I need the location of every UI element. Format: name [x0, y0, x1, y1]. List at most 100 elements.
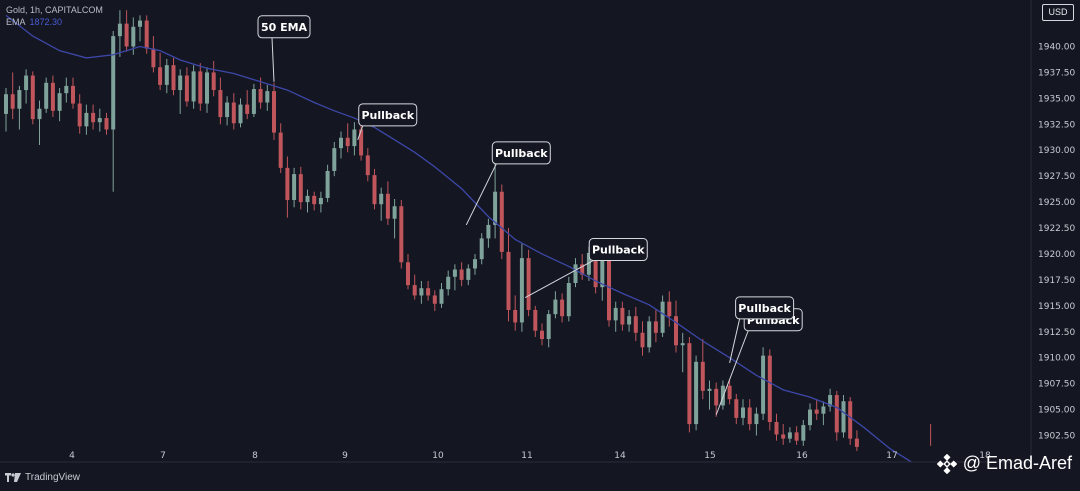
candle-body	[432, 295, 437, 304]
price-tick-label: 1937.50	[1038, 68, 1075, 78]
candle	[841, 395, 846, 438]
annotation-callout[interactable]: Pullback	[729, 296, 795, 363]
candle-body	[84, 112, 89, 127]
candle	[459, 262, 464, 287]
candle	[305, 189, 310, 213]
time-axis-panel[interactable]	[0, 462, 1080, 486]
time-tick-label: 11	[521, 451, 532, 461]
candle	[352, 122, 357, 156]
candle-body	[526, 258, 531, 310]
candle	[767, 349, 772, 431]
candle-body	[292, 174, 297, 201]
callout-box	[257, 15, 311, 39]
candle	[754, 407, 759, 436]
candle-body	[184, 75, 189, 102]
candle-body	[714, 388, 719, 406]
candle	[30, 71, 35, 125]
callout-box	[358, 103, 418, 127]
currency-badge[interactable]: USD	[1042, 4, 1074, 21]
candle	[184, 67, 189, 107]
candle-body	[593, 252, 598, 288]
candle	[412, 274, 417, 300]
annotation-callout[interactable]: Pullback	[357, 103, 418, 141]
candle-body	[71, 85, 75, 104]
candle	[124, 10, 129, 52]
candle	[171, 57, 176, 96]
callout-label: 50 EMA	[261, 21, 308, 34]
candle	[44, 77, 49, 113]
candle	[607, 249, 611, 327]
candle-body	[359, 129, 364, 156]
candle-body	[419, 288, 424, 296]
candle-body	[10, 94, 15, 109]
candle	[486, 218, 491, 248]
candle	[519, 243, 524, 332]
candle	[647, 316, 652, 353]
candle-body	[111, 36, 116, 130]
time-tick-label: 9	[342, 451, 348, 461]
candle-body	[734, 399, 739, 418]
candle-body	[446, 276, 451, 290]
candle	[741, 399, 745, 426]
candle	[573, 258, 578, 288]
candle-body	[131, 26, 136, 47]
price-tick-label: 1930.00	[1038, 146, 1075, 156]
candle	[191, 65, 196, 109]
candle	[117, 10, 122, 57]
annotation-layer: 50 EMAPullbackPullbackPullbackPullbackPu…	[257, 15, 803, 415]
candle-body	[272, 91, 276, 133]
candle	[700, 339, 705, 400]
credit-text: @ Emad-Aref	[962, 453, 1072, 473]
time-tick-label: 4	[69, 451, 75, 461]
candle	[406, 253, 410, 290]
candle	[660, 295, 665, 337]
ema-legend-row[interactable]: EMA 1872.30	[6, 16, 103, 28]
candle-body	[486, 224, 491, 239]
candle	[600, 253, 605, 301]
candle-body	[37, 108, 42, 120]
candle-body	[318, 197, 323, 205]
annotation-callout[interactable]: 50 EMA	[257, 15, 311, 82]
candle	[828, 388, 833, 412]
candle-body	[854, 438, 859, 447]
candle-body	[332, 148, 337, 171]
ema-line[interactable]	[5, 14, 918, 467]
candle-body	[506, 251, 511, 310]
chart-legend: Gold, 1h, CAPITALCOM EMA 1872.30	[6, 4, 103, 28]
candle-body	[352, 129, 357, 147]
candle-body	[365, 155, 370, 176]
tradingview-watermark[interactable]: TradingView	[5, 472, 80, 483]
candle	[727, 380, 732, 405]
candle-body	[265, 91, 270, 103]
price-tick-label: 1927.50	[1038, 172, 1075, 182]
candle-body	[198, 71, 203, 104]
callout-leader-line	[465, 163, 497, 226]
candle-body	[533, 309, 538, 331]
price-tick-label: 1920.00	[1038, 250, 1075, 260]
candle	[640, 321, 645, 356]
candle-body	[700, 361, 705, 391]
candle-body	[171, 65, 176, 91]
candle-body	[117, 23, 122, 37]
candle	[77, 94, 82, 134]
candle-body	[586, 252, 591, 275]
candle-body	[674, 316, 678, 346]
candle	[479, 233, 484, 265]
price-axis-panel[interactable]	[1031, 0, 1080, 462]
candle-body	[251, 89, 256, 114]
callout-box	[588, 238, 648, 262]
candle-body	[647, 321, 652, 348]
candle	[265, 84, 270, 111]
candle-body	[680, 343, 685, 346]
candle-body	[439, 289, 444, 304]
annotation-callout[interactable]: Pullback	[465, 141, 551, 226]
candle-body	[211, 72, 216, 91]
annotation-callout[interactable]: Pullback	[525, 238, 648, 298]
author-credit: @ Emad-Aref	[936, 453, 1072, 474]
candle	[566, 276, 571, 322]
candle-body	[821, 406, 826, 414]
symbol-info[interactable]: Gold, 1h, CAPITALCOM	[6, 5, 103, 15]
time-tick-label: 18	[979, 451, 991, 461]
